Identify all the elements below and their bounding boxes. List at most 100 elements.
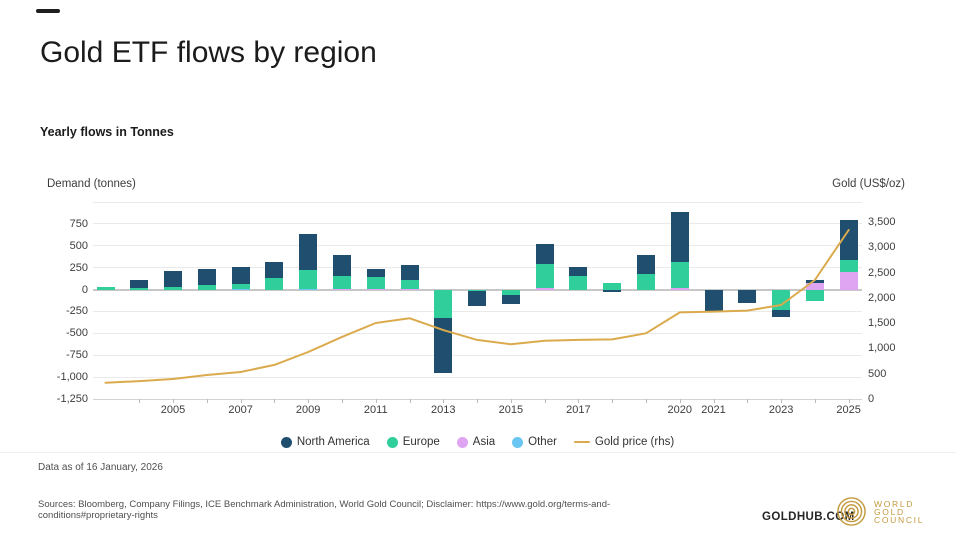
bar-segment-north-america-2016[interactable]	[535, 243, 554, 264]
bar-segment-north-america-2008[interactable]	[265, 261, 284, 279]
bar-segment-other-2007[interactable]	[231, 288, 250, 290]
bar-segment-asia-2011[interactable]	[366, 288, 385, 290]
legend-label: Other	[528, 436, 557, 448]
bar-segment-north-america-2025[interactable]	[839, 220, 858, 261]
bar-segment-other-2009[interactable]	[299, 288, 318, 290]
x-axis-label: 2021	[701, 404, 726, 416]
bar-segment-europe-2013[interactable]	[434, 289, 453, 319]
legend-item-north-america[interactable]: North America	[280, 436, 370, 448]
gridline	[93, 201, 862, 203]
bar-segment-north-america-2024[interactable]	[805, 280, 824, 284]
bar-segment-north-america-2023[interactable]	[772, 310, 791, 317]
bar-segment-north-america-2012[interactable]	[400, 265, 419, 281]
bar-segment-europe-2016[interactable]	[535, 263, 554, 289]
x-axis-tick	[139, 399, 141, 403]
bar-segment-asia-2012[interactable]	[400, 288, 419, 290]
bar-segment-europe-2009[interactable]	[299, 269, 318, 289]
bar-segment-north-america-2013[interactable]	[434, 318, 453, 374]
gridline	[93, 310, 862, 312]
page-title: Gold ETF flows by region	[40, 36, 377, 69]
right-axis-tick-label: 1,500	[868, 317, 896, 330]
x-axis-tick	[375, 399, 377, 403]
bar-segment-europe-2011[interactable]	[366, 277, 385, 289]
x-axis-tick	[612, 399, 614, 403]
bar-segment-asia-2010[interactable]	[332, 288, 351, 290]
bar-segment-north-america-2018[interactable]	[603, 289, 622, 292]
x-axis-label: 2015	[498, 404, 524, 416]
x-axis-tick	[679, 399, 681, 403]
legend-item-other[interactable]: Other	[512, 436, 557, 448]
bar-segment-asia-2020[interactable]	[670, 287, 689, 290]
right-axis-tick-label: 500	[868, 367, 887, 380]
left-axis-tick-label: -250	[65, 305, 88, 318]
gridline	[93, 245, 862, 247]
bar-segment-north-america-2019[interactable]	[636, 255, 655, 274]
bar-segment-europe-2025[interactable]	[839, 260, 858, 273]
legend-label: Asia	[472, 436, 496, 448]
x-axis-label: 2023	[768, 404, 794, 416]
x-axis-label: 2009	[295, 404, 321, 416]
chart-legend: North America Europe Asia Other Gold price (…	[93, 436, 862, 448]
bar-segment-europe-2005[interactable]	[164, 286, 183, 290]
bar-segment-north-america-2017[interactable]	[569, 267, 588, 276]
bar-segment-north-america-2005[interactable]	[164, 270, 183, 287]
legend-item-europe[interactable]: Europe	[386, 436, 440, 448]
window-dash	[36, 9, 60, 13]
legend-dot-marker	[386, 436, 398, 448]
x-axis-label: 2007	[228, 404, 253, 416]
bar-segment-europe-2008[interactable]	[265, 278, 284, 290]
bar-segment-north-america-2020[interactable]	[670, 212, 689, 262]
left-axis-tick-label: -1,000	[56, 371, 88, 384]
bar-segment-europe-2004[interactable]	[130, 288, 149, 290]
bar-segment-north-america-2006[interactable]	[197, 268, 216, 286]
bar-segment-north-america-2014[interactable]	[468, 291, 487, 307]
left-axis-tick-label: 750	[69, 217, 88, 230]
x-axis-tick	[814, 399, 816, 403]
left-axis-tick-label: -1,250	[56, 393, 88, 405]
right-axis-title: Gold (US$/oz)	[832, 178, 905, 190]
bar-segment-asia-2025[interactable]	[839, 272, 858, 290]
bar-segment-europe-2012[interactable]	[400, 280, 419, 289]
bar-segment-north-america-2022[interactable]	[738, 290, 757, 304]
right-axis-tick-label: 0	[868, 393, 875, 405]
bar-segment-north-america-2007[interactable]	[231, 266, 250, 284]
legend-item-asia[interactable]: Asia	[456, 436, 496, 448]
x-axis-tick	[713, 399, 715, 403]
x-axis-tick	[308, 399, 310, 403]
legend-item-gold-price-rhs-[interactable]: Gold price (rhs)	[573, 436, 674, 448]
x-axis-tick	[173, 399, 175, 403]
legend-dot-marker	[512, 436, 524, 448]
left-axis-tick-label: -500	[65, 327, 88, 340]
bar-segment-europe-2006[interactable]	[197, 285, 216, 290]
bar-segment-europe-2010[interactable]	[332, 275, 351, 289]
x-axis-tick	[578, 399, 580, 403]
data-as-of-note: Data as of 16 January, 2026	[38, 462, 163, 473]
bar-segment-north-america-2009[interactable]	[299, 234, 318, 270]
legend-label: Europe	[402, 436, 440, 448]
legend-label: North America	[296, 436, 370, 448]
bar-segment-europe-2024[interactable]	[805, 289, 824, 302]
wgc-word-gold: GOLD	[874, 506, 905, 517]
bar-segment-europe-2020[interactable]	[670, 261, 689, 288]
x-axis-tick	[206, 399, 208, 403]
x-axis-tick	[443, 399, 445, 403]
x-axis-tick	[510, 399, 512, 403]
bar-segment-europe-2017[interactable]	[569, 275, 588, 290]
bar-segment-north-america-2015[interactable]	[501, 295, 520, 304]
bar-segment-europe-2007[interactable]	[231, 283, 250, 289]
bar-segment-europe-2019[interactable]	[636, 273, 655, 290]
gridline	[93, 354, 862, 356]
bar-segment-asia-2016[interactable]	[535, 288, 554, 290]
x-axis-tick	[848, 399, 850, 403]
bar-segment-north-america-2010[interactable]	[332, 254, 351, 276]
bar-segment-north-america-2021[interactable]	[704, 290, 723, 311]
bar-segment-north-america-2004[interactable]	[130, 280, 149, 289]
bar-segment-europe-2003[interactable]	[96, 287, 115, 290]
x-axis-tick	[240, 399, 242, 403]
sources-disclaimer: Sources: Bloomberg, Company Filings, ICE…	[38, 499, 611, 521]
bar-segment-europe-2023[interactable]	[772, 290, 791, 311]
footer-divider	[0, 452, 956, 453]
bar-segment-north-america-2011[interactable]	[366, 268, 385, 278]
x-axis-label: 2017	[566, 404, 591, 416]
